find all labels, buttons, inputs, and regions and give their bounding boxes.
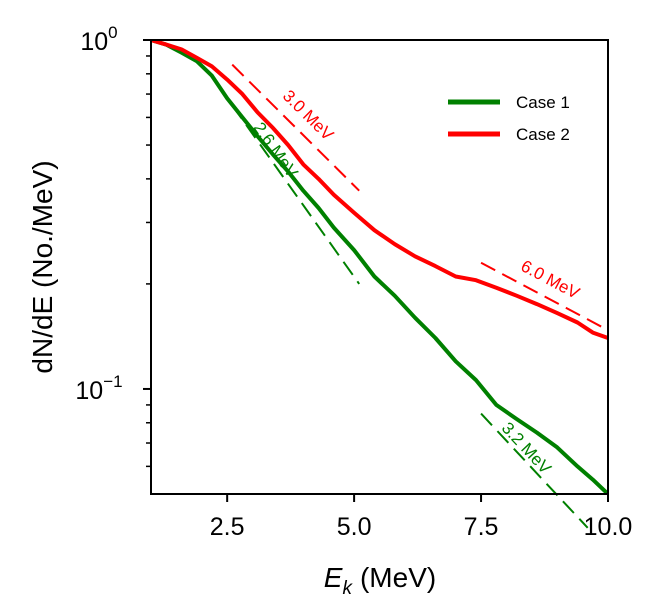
legend-label-case-2: Case 2 xyxy=(516,125,570,144)
slope-line-2 xyxy=(231,104,361,285)
y-tick-label-1: 100 xyxy=(80,23,117,56)
series-line-case-1 xyxy=(151,40,608,494)
x-axis-title-main: E xyxy=(324,562,343,593)
legend: Case 1 Case 2 xyxy=(448,93,570,144)
x-axis-title: Ek (MeV) xyxy=(324,562,436,599)
x-axis-title-unit: (MeV) xyxy=(360,562,436,593)
x-tick-label-1: 2.5 xyxy=(210,513,245,541)
x-tick-label-4: 10.0 xyxy=(584,513,633,541)
tick-layer: 2.5 5.0 7.5 10.0 100 10−1 xyxy=(75,23,632,541)
legend-label-case-1: Case 1 xyxy=(516,93,570,112)
x-tick-label-2: 5.0 xyxy=(337,513,372,541)
slope-line-4 xyxy=(480,412,589,529)
y-axis-title: dN/dE (No./MeV) xyxy=(27,160,58,373)
series-line-case-2 xyxy=(151,40,608,340)
series-layer xyxy=(151,40,608,494)
plot-frame xyxy=(150,39,609,495)
slope-line-1 xyxy=(231,63,360,192)
y-tick-label-2: 10−1 xyxy=(75,372,122,405)
x-tick-label-3: 7.5 xyxy=(464,513,499,541)
x-axis-title-sub: k xyxy=(342,578,353,599)
